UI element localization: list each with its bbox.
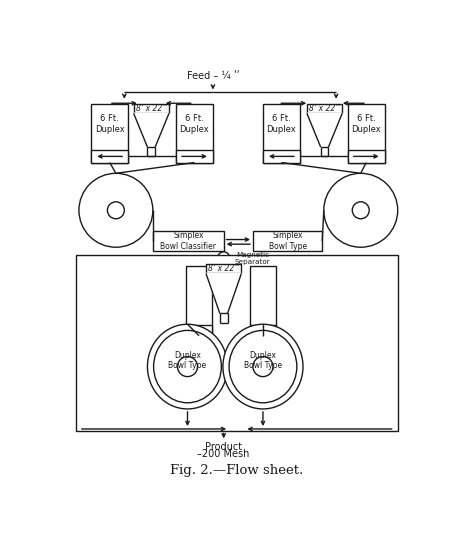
Bar xyxy=(186,325,212,336)
Polygon shape xyxy=(307,113,342,147)
Bar xyxy=(263,150,300,163)
Bar xyxy=(250,266,276,336)
Bar xyxy=(263,104,300,163)
Ellipse shape xyxy=(147,324,227,409)
Text: 8’ x 22ʹʹ: 8’ x 22ʹʹ xyxy=(309,104,340,113)
Bar xyxy=(134,104,169,113)
Bar xyxy=(153,231,224,251)
Bar xyxy=(176,150,213,163)
Text: Duplex
Bowl Type: Duplex Bowl Type xyxy=(169,351,207,370)
Bar xyxy=(91,150,128,163)
Circle shape xyxy=(324,173,398,247)
Bar xyxy=(176,104,213,163)
Circle shape xyxy=(352,202,369,219)
Bar xyxy=(347,104,384,163)
Text: Simplex
Bowl Classifier: Simplex Bowl Classifier xyxy=(160,232,216,251)
Bar xyxy=(347,150,384,163)
Text: Duplex
Bowl Type: Duplex Bowl Type xyxy=(244,351,282,370)
Text: 8’ x 22ʹʹ: 8’ x 22ʹʹ xyxy=(136,104,167,113)
Bar xyxy=(250,325,276,336)
Text: Simplex
Bowl Type: Simplex Bowl Type xyxy=(268,232,307,251)
Bar xyxy=(307,104,342,113)
Bar xyxy=(206,264,241,274)
Ellipse shape xyxy=(153,330,221,403)
Circle shape xyxy=(253,357,273,377)
Text: 6 Ft.
Duplex: 6 Ft. Duplex xyxy=(180,114,209,134)
Ellipse shape xyxy=(229,330,297,403)
Text: Product: Product xyxy=(205,442,242,453)
Text: Magnetic
Separator: Magnetic Separator xyxy=(235,252,270,264)
Text: –200 Mesh: –200 Mesh xyxy=(197,449,250,459)
Bar xyxy=(253,231,322,251)
Bar xyxy=(91,104,128,163)
Text: 6 Ft.
Duplex: 6 Ft. Duplex xyxy=(95,114,125,134)
Bar xyxy=(76,255,398,430)
Text: 6 Ft.
Duplex: 6 Ft. Duplex xyxy=(267,114,296,134)
Bar xyxy=(186,266,212,336)
Ellipse shape xyxy=(223,324,303,409)
Text: Fig. 2.—Flow sheet.: Fig. 2.—Flow sheet. xyxy=(170,464,304,477)
Circle shape xyxy=(177,357,198,377)
Polygon shape xyxy=(134,113,169,147)
Text: 6 Ft.
Duplex: 6 Ft. Duplex xyxy=(351,114,381,134)
Circle shape xyxy=(107,202,124,219)
Polygon shape xyxy=(206,274,242,313)
Text: Feed – ¼ ʹʹ: Feed – ¼ ʹʹ xyxy=(187,72,239,81)
Circle shape xyxy=(79,173,153,247)
Text: 8’ x 22ʹʹ: 8’ x 22ʹʹ xyxy=(208,264,239,274)
Circle shape xyxy=(218,252,230,264)
